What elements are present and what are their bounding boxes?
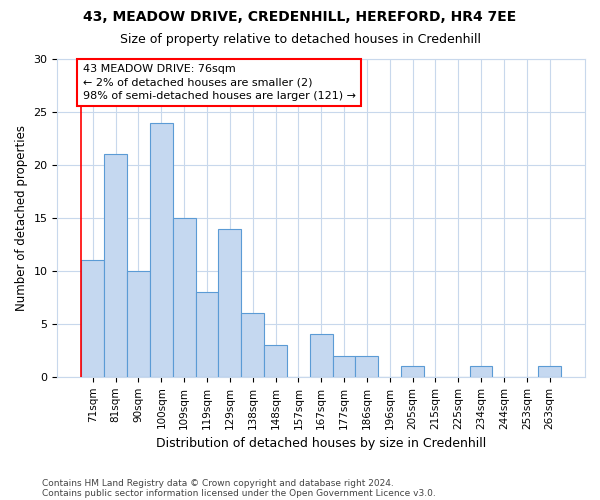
Bar (196, 292, 218, 377)
Text: 43, MEADOW DRIVE, CREDENHILL, HEREFORD, HR4 7EE: 43, MEADOW DRIVE, CREDENHILL, HEREFORD, … (83, 10, 517, 24)
X-axis label: Distribution of detached houses by size in Credenhill: Distribution of detached houses by size … (156, 437, 487, 450)
Bar (218, 228, 241, 377)
Bar (401, 366, 424, 377)
Bar (264, 345, 287, 377)
Text: Size of property relative to detached houses in Credenhill: Size of property relative to detached ho… (119, 32, 481, 46)
Text: 43 MEADOW DRIVE: 76sqm
← 2% of detached houses are smaller (2)
98% of semi-detac: 43 MEADOW DRIVE: 76sqm ← 2% of detached … (83, 64, 356, 100)
Bar (173, 218, 196, 377)
Bar (310, 334, 332, 377)
Bar (82, 260, 104, 377)
Bar (332, 356, 355, 377)
Bar (355, 356, 379, 377)
Bar (104, 154, 127, 377)
Bar (241, 314, 264, 377)
Text: Contains HM Land Registry data © Crown copyright and database right 2024.: Contains HM Land Registry data © Crown c… (42, 478, 394, 488)
Y-axis label: Number of detached properties: Number of detached properties (15, 125, 28, 311)
Bar (127, 271, 150, 377)
Text: Contains public sector information licensed under the Open Government Licence v3: Contains public sector information licen… (42, 488, 436, 498)
Bar (470, 366, 493, 377)
Bar (538, 366, 561, 377)
Bar (150, 122, 173, 377)
